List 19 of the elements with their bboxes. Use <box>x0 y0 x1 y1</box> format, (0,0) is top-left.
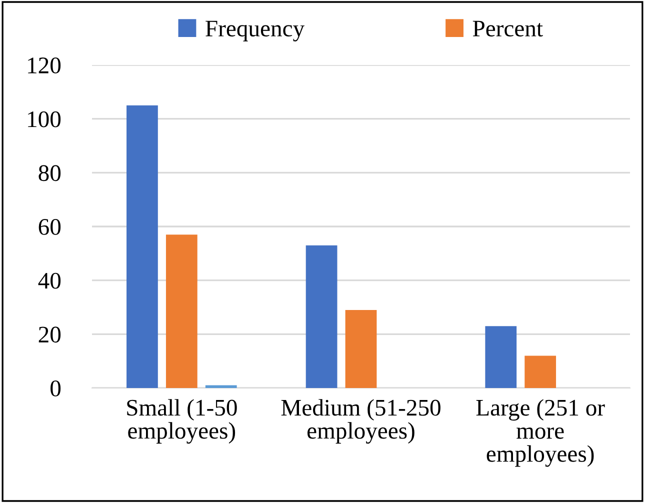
y-tick-label: 40 <box>38 272 61 289</box>
y-tick-label: 0 <box>50 380 61 396</box>
bar <box>166 234 198 388</box>
bar <box>485 326 517 388</box>
legend-label: Percent <box>472 20 543 37</box>
x-tick-label: Medium (51-250 employees) <box>281 399 440 444</box>
y-tick-label: 100 <box>28 111 61 128</box>
bar <box>306 245 338 388</box>
bar <box>126 105 158 388</box>
legend-label: Frequency <box>206 20 304 42</box>
x-tick-label: Small (1-50 employees) <box>127 399 237 444</box>
bar <box>205 385 237 388</box>
y-tick-label: 80 <box>38 165 61 182</box>
bar <box>524 356 556 388</box>
bar <box>345 310 377 388</box>
y-tick-label: 60 <box>38 218 61 235</box>
y-tick-label: 20 <box>38 326 61 343</box>
x-tick-label: Large (251 or more employees) <box>476 399 605 467</box>
y-tick-label: 120 <box>28 57 61 74</box>
